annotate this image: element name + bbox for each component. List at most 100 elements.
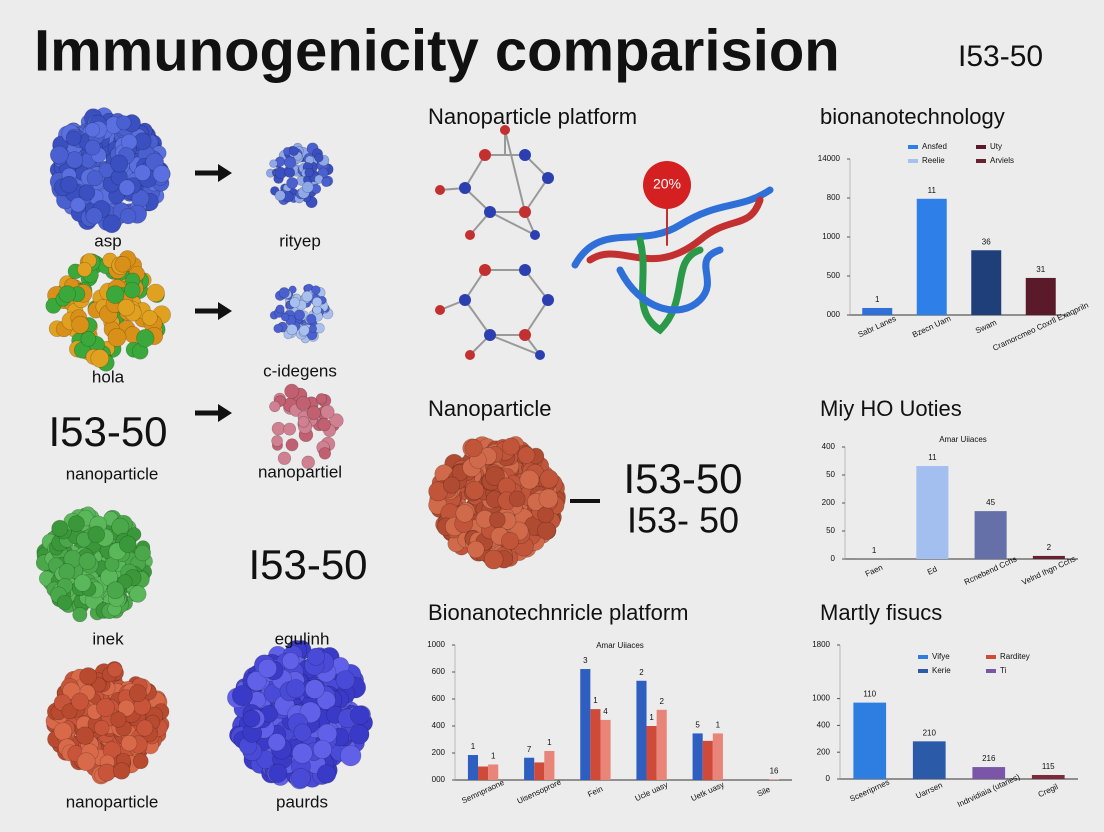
legend-swatch: [908, 159, 918, 163]
atom: [273, 323, 283, 334]
bar: [974, 511, 1007, 559]
atom: [304, 679, 325, 699]
bar: [916, 198, 947, 315]
atom: [320, 404, 335, 419]
atom: [301, 455, 315, 470]
atom: [114, 256, 132, 273]
atom: [134, 544, 151, 562]
y-tick-label: 500: [827, 271, 841, 280]
item-label: rityep: [279, 231, 321, 250]
legend-label: Ti: [1000, 666, 1007, 675]
atom: [60, 175, 78, 194]
bar: [580, 669, 591, 780]
bar: [853, 702, 887, 779]
atom: [71, 692, 89, 711]
x-tick-label: Cregil: [1037, 782, 1060, 799]
atom: [467, 540, 485, 559]
y-tick-label: 400: [822, 442, 836, 451]
y-tick-label: 800: [827, 193, 841, 202]
atom: [111, 517, 130, 536]
atom: [110, 154, 129, 173]
atom: [301, 290, 313, 303]
x-tick-label: Uetk uasy: [690, 780, 726, 803]
item-label: nanopartiel: [258, 462, 342, 481]
bar-note: 45: [986, 498, 995, 507]
bar-note: 1: [547, 738, 552, 747]
bar: [1031, 774, 1065, 779]
atom: [537, 521, 556, 540]
bar: [971, 250, 1002, 315]
bar: [656, 709, 667, 780]
atom: [271, 421, 286, 436]
x-tick-label: Faen: [864, 563, 884, 579]
bar: [524, 757, 535, 780]
atom: [280, 312, 290, 322]
x-tick-label: Sile: [756, 785, 772, 799]
atom: [86, 170, 103, 187]
bar-note: 115: [1042, 762, 1055, 771]
atom: [267, 733, 286, 752]
y-tick-label: 1000: [822, 232, 840, 241]
y-tick-label: 000: [432, 775, 446, 784]
atom: [283, 422, 297, 436]
atom: [274, 190, 286, 202]
atom: [517, 446, 536, 464]
chart-title: bionanotechnology: [820, 104, 1005, 129]
atom: [318, 447, 332, 460]
atom: [117, 298, 135, 317]
y-tick-label: 400: [432, 721, 446, 730]
item-label: inek: [92, 629, 124, 648]
item-label: paurds: [276, 792, 328, 811]
bar-note: 2: [639, 668, 644, 677]
atom: [281, 652, 300, 670]
atom: [65, 130, 82, 147]
bar-note: 31: [1036, 265, 1045, 274]
atom: [53, 722, 73, 741]
molecule-blob: [428, 436, 566, 570]
atom: [93, 720, 110, 736]
atom: [304, 167, 314, 178]
atom: [278, 287, 290, 299]
bar: [646, 726, 657, 780]
atom: [317, 418, 331, 432]
atom: [79, 667, 98, 686]
atom: [307, 647, 325, 666]
atom: [58, 563, 76, 580]
bar-note: 2: [1047, 543, 1052, 552]
atom: [134, 164, 151, 181]
legend-swatch: [986, 655, 996, 659]
atom: [301, 181, 314, 194]
molecule-blob: [269, 383, 344, 470]
atom: [231, 685, 253, 706]
bar: [478, 766, 489, 780]
atom: [129, 684, 147, 703]
atom: [116, 115, 132, 131]
atom: [298, 324, 310, 336]
molecule-blob: [269, 283, 334, 344]
bar: [712, 733, 723, 780]
bar: [912, 741, 946, 779]
bar-note: 1: [872, 546, 877, 555]
atom: [277, 451, 292, 465]
bar: [768, 779, 780, 780]
atom: [306, 405, 321, 420]
legend-label: Rarditey: [1000, 652, 1030, 661]
bar: [467, 755, 479, 780]
atom: [335, 670, 356, 690]
atom: [538, 488, 559, 509]
atom: [117, 699, 135, 717]
item-label: I53-50: [48, 408, 167, 455]
molecule-blob: [265, 142, 334, 209]
atom: [118, 179, 136, 196]
atom: [246, 671, 267, 692]
atom: [96, 698, 115, 717]
atom: [306, 313, 317, 325]
atom: [314, 153, 324, 163]
legend-label: Vifye: [932, 652, 950, 661]
section-heading: Nanoparticle platform: [428, 104, 637, 129]
atom: [84, 139, 101, 156]
atom: [76, 752, 96, 772]
molecule-blob: [227, 640, 373, 790]
atom: [77, 262, 93, 277]
legend-label: Reelie: [922, 156, 945, 165]
